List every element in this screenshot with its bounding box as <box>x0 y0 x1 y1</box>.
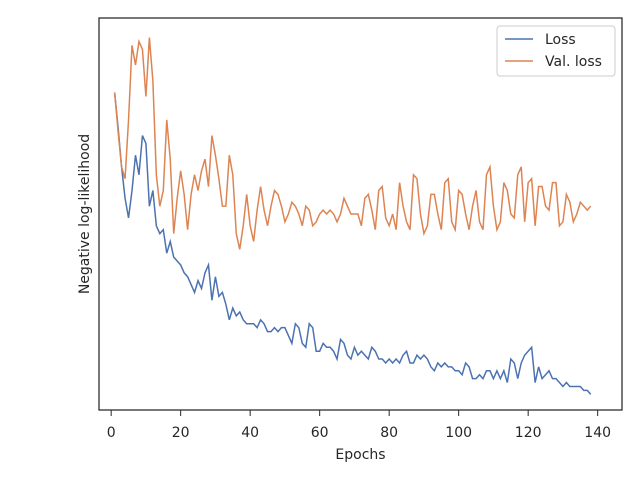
line-series <box>113 37 592 250</box>
line-series <box>113 92 592 395</box>
legend-label: Val. loss <box>545 54 602 70</box>
legend-label: Loss <box>545 32 576 48</box>
x-tick-label: 100 <box>445 425 472 441</box>
x-tick-label: 40 <box>241 425 259 441</box>
y-axis-label: Negative log-likelihood <box>77 134 93 294</box>
x-tick-label: 80 <box>380 425 398 441</box>
x-tick-label: 140 <box>584 425 611 441</box>
x-tick-label: 60 <box>311 425 329 441</box>
x-tick-label: 0 <box>107 425 116 441</box>
x-tick-label: 120 <box>515 425 542 441</box>
x-axis-label: Epochs <box>335 447 385 463</box>
axes-frame <box>98 17 623 411</box>
x-tick-label: 20 <box>172 425 190 441</box>
